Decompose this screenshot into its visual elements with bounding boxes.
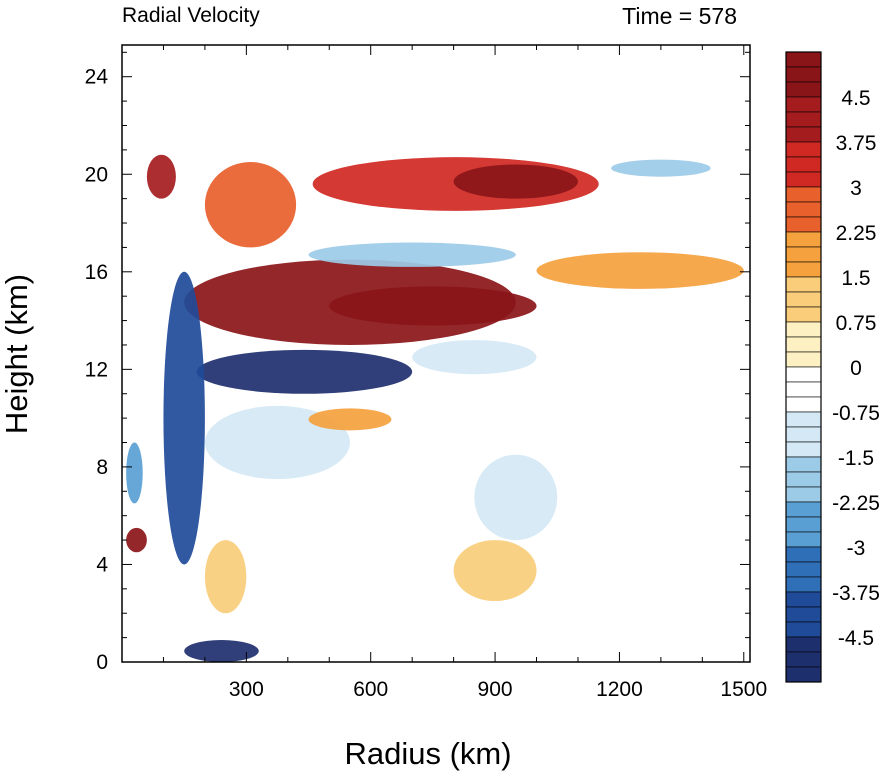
colorbar-bin [785, 651, 822, 668]
colorbar-bin [785, 216, 822, 233]
colorbar-bin [785, 276, 822, 293]
colorbar-bin [785, 306, 822, 323]
colorbar-bin [785, 126, 822, 143]
colorbar-labels: 4.5 3.75 3 2.25 1.5 0.75 0 -0.75 -1.5 -2.25 -3 -3.7… [832, 87, 880, 650]
colorbar-bin [785, 246, 822, 263]
colorbar-bin [785, 321, 822, 338]
velocity-feature-7 [611, 159, 711, 177]
y-tick-label: 16 [85, 261, 108, 284]
velocity-feature-14 [146, 154, 176, 199]
x-tick-label: 1500 [720, 678, 767, 701]
colorbar [785, 51, 822, 683]
colorbar-bin [785, 561, 822, 578]
colorbar-bin [785, 396, 822, 413]
x-axis-label: Radius (km) [344, 736, 511, 771]
x-axis-ticks: 300 600 900 1200 1500 [121, 45, 767, 701]
velocity-feature-3 [412, 340, 537, 375]
colorbar-bin [785, 291, 822, 308]
colorbar-label: 0 [850, 357, 862, 380]
colorbar-label: 2.25 [836, 222, 877, 245]
colorbar-label: -4.5 [838, 627, 874, 650]
colorbar-bin [785, 351, 822, 368]
velocity-feature-6 [453, 164, 578, 199]
colorbar-bin [785, 111, 822, 128]
y-tick-label: 24 [85, 66, 109, 89]
chart-title-left: Radial Velocity [122, 4, 260, 27]
velocity-feature-10 [184, 640, 259, 662]
colorbar-bin [785, 171, 822, 188]
x-tick-label: 1200 [596, 678, 643, 701]
y-tick-label: 4 [96, 553, 108, 576]
y-axis-label: Height (km) [0, 274, 34, 434]
colorbar-bin [785, 591, 822, 608]
y-tick-label: 0 [96, 651, 108, 674]
velocity-feature-9 [308, 242, 516, 267]
colorbar-bin [785, 516, 822, 533]
colorbar-bin [785, 366, 822, 383]
colorbar-bin [785, 336, 822, 353]
colorbar-bin [785, 546, 822, 563]
colorbar-bin [785, 81, 822, 98]
colorbar-label: 3.75 [836, 132, 877, 155]
velocity-field [126, 154, 744, 662]
x-tick-label: 600 [353, 678, 388, 701]
y-tick-label: 8 [96, 456, 108, 479]
colorbar-bin [785, 636, 822, 653]
colorbar-frame [785, 51, 822, 683]
colorbar-bin [785, 441, 822, 458]
velocity-feature-18 [453, 540, 537, 602]
y-axis-ticks: 0 4 8 12 16 20 24 [85, 51, 750, 674]
colorbar-bin [785, 96, 822, 113]
colorbar-bin [785, 426, 822, 443]
velocity-feature-8 [536, 252, 744, 289]
colorbar-bin [785, 666, 822, 683]
colorbar-bin [785, 141, 822, 158]
colorbar-bin [785, 231, 822, 248]
colorbar-bin [785, 411, 822, 428]
velocity-feature-15 [126, 527, 147, 553]
x-tick-label: 300 [229, 678, 264, 701]
velocity-feature-12 [308, 408, 392, 431]
colorbar-label: 1.5 [841, 267, 870, 290]
y-tick-label: 20 [85, 163, 108, 186]
colorbar-bin [785, 606, 822, 623]
velocity-feature-16 [126, 442, 143, 504]
colorbar-label: -3.75 [832, 582, 880, 605]
colorbar-bin [785, 186, 822, 203]
colorbar-bin [785, 621, 822, 638]
colorbar-label: 3 [850, 177, 862, 200]
colorbar-bin [785, 156, 822, 173]
colorbar-bin [785, 501, 822, 518]
colorbar-bin [785, 261, 822, 278]
colorbar-label: -0.75 [832, 402, 880, 425]
colorbar-bin [785, 51, 822, 68]
velocity-feature-20 [246, 588, 496, 650]
colorbar-bin [785, 456, 822, 473]
colorbar-label: 0.75 [836, 312, 877, 335]
velocity-feature-13 [204, 162, 297, 248]
velocity-feature-17 [204, 540, 247, 614]
colorbar-label: -3 [847, 537, 866, 560]
colorbar-bin [785, 381, 822, 398]
colorbar-bin [785, 576, 822, 593]
colorbar-bin [785, 66, 822, 83]
colorbar-bin [785, 531, 822, 548]
chart-title-right: Time = 578 [622, 3, 737, 29]
colorbar-label: -2.25 [832, 492, 880, 515]
colorbar-label: 4.5 [841, 87, 870, 110]
velocity-feature-2 [196, 349, 413, 394]
colorbar-bin [785, 486, 822, 503]
colorbar-label: -1.5 [838, 447, 874, 470]
colorbar-bin [785, 471, 822, 488]
plot-frame [121, 44, 751, 663]
y-tick-label: 12 [85, 358, 108, 381]
velocity-feature-19 [474, 454, 558, 541]
colorbar-bin [785, 201, 822, 218]
velocity-feature-4 [163, 271, 205, 565]
velocity-feature-1 [329, 286, 537, 326]
x-tick-label: 900 [478, 678, 513, 701]
plot-area: 300 600 900 1200 1500 0 4 8 12 16 20 24 [85, 44, 767, 701]
